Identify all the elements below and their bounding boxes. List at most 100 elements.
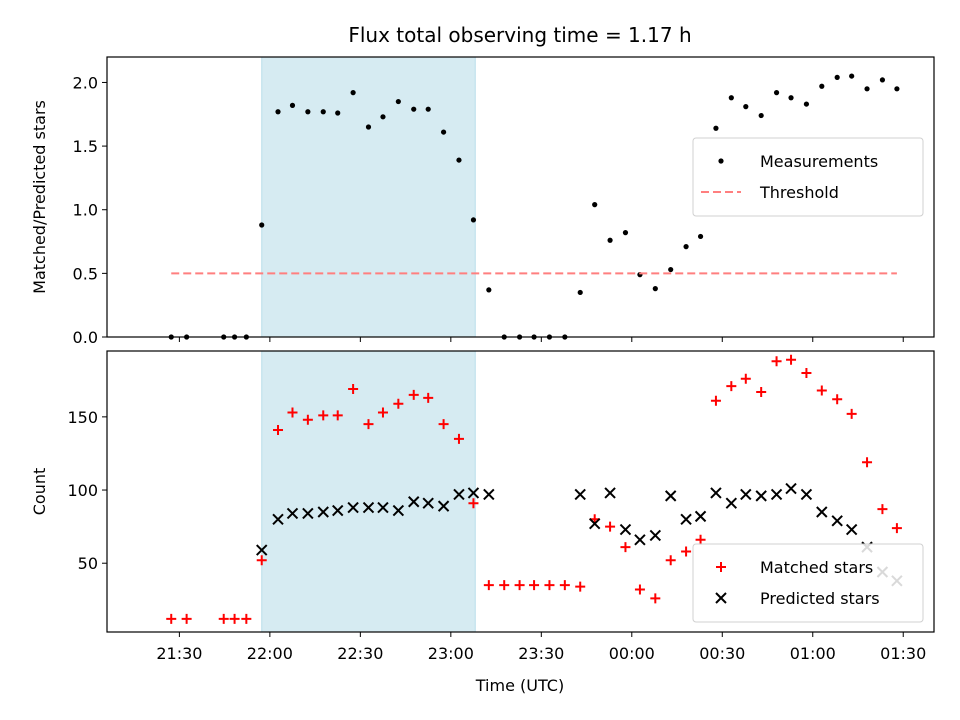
matched-stars-point bbox=[453, 433, 464, 444]
predicted-stars-point bbox=[483, 488, 495, 501]
predicted-stars-point bbox=[377, 501, 389, 514]
legend-label: Matched stars bbox=[760, 558, 873, 577]
x-tick-label: 23:30 bbox=[518, 644, 564, 663]
top-panel: 0.0 0.5 1.0 1.5 2.0 Matched/Predicted stars Me… bbox=[30, 56, 935, 347]
measurements-point bbox=[456, 157, 462, 163]
measurements-point bbox=[728, 95, 734, 101]
matched-stars-point bbox=[423, 392, 434, 403]
predicted-stars-point bbox=[770, 488, 783, 501]
x-axis-label: Time (UTC) bbox=[475, 676, 564, 695]
predicted-stars-point bbox=[694, 510, 707, 523]
matched-stars-point bbox=[348, 384, 359, 395]
matched-stars-point bbox=[181, 613, 192, 624]
measurements-point bbox=[305, 109, 311, 115]
x-tick-label: 22:00 bbox=[247, 644, 293, 663]
matched-stars-point bbox=[801, 367, 812, 378]
measurements-point bbox=[743, 104, 749, 110]
axes-frame bbox=[106, 56, 935, 338]
measurements-point bbox=[577, 289, 583, 296]
matched-stars-point bbox=[241, 613, 252, 624]
predicted-stars-point bbox=[831, 515, 843, 527]
predicted-stars-point bbox=[437, 500, 450, 512]
legend-box bbox=[692, 543, 924, 623]
predicted-stars-point bbox=[800, 488, 813, 501]
predicted-stars-point bbox=[634, 534, 646, 546]
matched-stars-point bbox=[273, 425, 284, 436]
predicted-stars-point bbox=[604, 487, 616, 499]
measurements-point bbox=[470, 217, 477, 223]
matched-stars-point bbox=[605, 521, 616, 532]
matched-stars-point bbox=[408, 389, 419, 400]
shaded-span bbox=[261, 56, 476, 338]
measurements-point bbox=[879, 77, 886, 83]
matched-stars-point bbox=[483, 580, 494, 591]
measurements-point bbox=[713, 125, 719, 131]
y-tick-label: 1.5 bbox=[73, 137, 98, 156]
predicted-stars-point bbox=[710, 487, 722, 499]
matched-stars-point bbox=[771, 356, 782, 367]
measurements-point bbox=[652, 286, 658, 292]
measurements-point bbox=[894, 86, 900, 92]
matched-stars-point bbox=[287, 407, 298, 418]
matched-stars-point bbox=[665, 555, 676, 566]
matched-stars-point bbox=[575, 581, 586, 592]
predicted-stars-point bbox=[680, 513, 692, 526]
matched-stars-point bbox=[229, 613, 240, 624]
measurements-point bbox=[275, 109, 281, 115]
measurements-point bbox=[788, 95, 794, 101]
matched-stars-point bbox=[726, 381, 737, 392]
measurements-point bbox=[592, 202, 598, 208]
matched-stars-point bbox=[862, 457, 873, 468]
predicted-stars-point bbox=[649, 529, 662, 542]
x-tick-label: 01:00 bbox=[790, 644, 836, 663]
y-tick-label: 1.0 bbox=[73, 201, 98, 220]
matched-stars-point bbox=[634, 584, 645, 595]
matched-stars-point bbox=[514, 580, 525, 591]
predicted-stars-point bbox=[392, 504, 405, 517]
measurements-point bbox=[411, 106, 417, 112]
predicted-stars-point bbox=[302, 507, 314, 520]
measurements-point bbox=[335, 110, 341, 116]
matched-stars-point bbox=[332, 410, 343, 421]
matched-stars-point bbox=[846, 408, 857, 419]
legend-label: Threshold bbox=[759, 183, 839, 202]
matched-stars-point bbox=[544, 580, 555, 591]
matched-stars-point bbox=[166, 613, 177, 624]
predicted-stars-point bbox=[422, 497, 434, 509]
measurements-point bbox=[622, 230, 629, 236]
predicted-stars-point bbox=[256, 544, 268, 556]
predicted-stars-point bbox=[272, 513, 284, 526]
predicted-stars-point bbox=[755, 490, 767, 502]
predicted-stars-point bbox=[317, 506, 329, 518]
measurements-point bbox=[849, 73, 855, 79]
legend: Matched stars Predicted stars bbox=[692, 543, 924, 623]
legend-label: Measurements bbox=[760, 152, 878, 171]
measurements-point bbox=[395, 98, 401, 105]
predicted-stars-point bbox=[785, 482, 797, 495]
predicted-stars-point bbox=[725, 497, 738, 509]
y-tick-label: 0.0 bbox=[73, 328, 98, 347]
measurements-point bbox=[834, 74, 840, 80]
measurements-point bbox=[758, 112, 764, 119]
matched-stars-point bbox=[302, 414, 313, 425]
measurements-point bbox=[819, 83, 825, 89]
predicted-stars-point bbox=[588, 517, 601, 530]
predicted-stars-point bbox=[453, 488, 465, 501]
legend: Measurements Threshold bbox=[692, 137, 924, 217]
matched-stars-point bbox=[695, 534, 706, 545]
x-tick-label: 22:30 bbox=[337, 644, 383, 663]
measurements-point bbox=[259, 222, 265, 228]
legend-marker bbox=[715, 592, 727, 604]
bottom-panel: 50 100 150 21:30 22:00 22:30 23:00 23:30 00:00 00… bbox=[30, 350, 935, 663]
legend-marker bbox=[716, 562, 726, 572]
y-tick-label: 0.5 bbox=[73, 264, 98, 283]
measurements-point bbox=[365, 124, 372, 130]
y-axis-label: Count bbox=[30, 468, 49, 516]
axes-frame bbox=[106, 350, 935, 633]
predicted-stars-point bbox=[332, 504, 344, 517]
predicted-stars-point bbox=[845, 523, 858, 536]
measurements-point bbox=[607, 237, 613, 243]
matched-stars-point bbox=[877, 504, 888, 515]
legend-label: Predicted stars bbox=[760, 589, 880, 608]
